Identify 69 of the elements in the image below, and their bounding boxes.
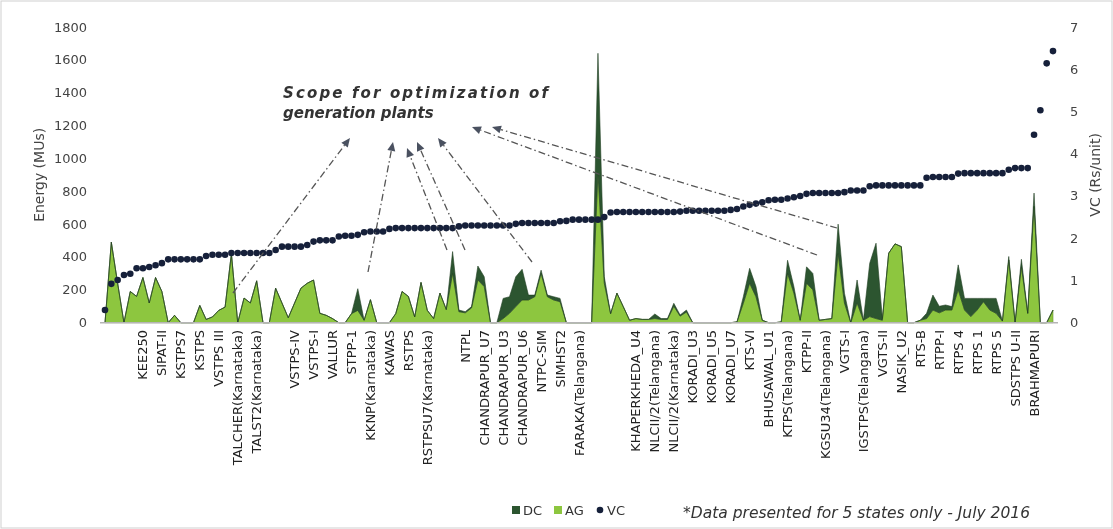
x-tick-label: KKNP(Karnataka) (362, 330, 378, 441)
y-tick-label: 400 (62, 249, 87, 265)
x-tick-label: KAWAS (381, 330, 397, 376)
x-tick-label: RTPS 5 (988, 330, 1004, 375)
y2-tick-label: 2 (1070, 230, 1079, 246)
x-tick-label: KTPP-II (799, 330, 815, 374)
x-tick-label: VGTS-II (874, 330, 890, 378)
x-tick-label: FARAKA(Telangana) (571, 330, 587, 456)
x-tick-label: KORADI_U3 (685, 330, 701, 404)
x-tick-label: TALCHER(Karnataka) (230, 330, 246, 467)
x-tick-label: RTPS 4 (950, 330, 966, 375)
x-tick-label: NTPL (457, 329, 473, 363)
x-tick-label: RSTPS (400, 330, 416, 372)
x-tick-label: KORADI_U7 (723, 330, 739, 404)
x-tick-label: RTPP-I (931, 330, 947, 370)
x-tick-label: TALST2(Karnataka) (249, 330, 265, 455)
x-tick-label: VALLUR (325, 330, 341, 380)
x-tick-label: SIPAT-II (154, 330, 170, 377)
x-tick-label: KSTPS7 (173, 330, 189, 380)
x-tick-label: RSTPSU7(Karnataka) (419, 330, 435, 466)
y2-tick-label: 3 (1070, 188, 1079, 204)
x-tick-label: SDSTPS U-II (1007, 330, 1023, 407)
x-tick-label: CHANDRAPUR_U3 (495, 330, 511, 446)
y-tick-label: 600 (62, 216, 87, 232)
legend-label: VC (607, 503, 625, 518)
x-tick-label: KTPS(Telangana) (780, 330, 796, 438)
y2-tick-label: 1 (1070, 272, 1079, 288)
x-tick-label: NLCII/2(Karnataka) (666, 330, 682, 453)
y-tick-label: 800 (62, 183, 87, 199)
x-tick-label: BRAHMAPURI (1026, 330, 1042, 417)
y-axis-title: Energy (MUs) (31, 127, 47, 222)
x-tick-label: KORADI_U5 (704, 330, 720, 404)
x-tick-label: KEE250 (135, 330, 151, 380)
x-tick-label: CHANDRAPUR_U6 (514, 330, 530, 446)
text: *Data presented for 5 states only - July 2016 (683, 504, 1031, 522)
x-tick-label: RTS-B (912, 330, 928, 368)
x-tick-label: VSTPS-IV (287, 329, 303, 389)
y-tick-label: 200 (62, 282, 87, 298)
y-tick-label: 0 (78, 315, 87, 331)
y2-tick-label: 5 (1070, 103, 1079, 119)
x-tick-label: STPP-1 (343, 330, 359, 375)
annotation: Scope for optimization of generation plants (283, 84, 551, 122)
legend-label: AG (565, 503, 584, 518)
y-tick-label: 1400 (53, 85, 87, 101)
y2-axis-title: VC (Rs/unit) (1087, 133, 1103, 217)
x-tick-label: VGTS-I (836, 330, 852, 374)
x-tick-label: RTPS 1 (969, 330, 985, 375)
x-tick-label: BHUSAWAL_U1 (761, 330, 777, 428)
x-tick-label: NASIK_U2 (893, 330, 909, 394)
y2-tick-label: 4 (1070, 146, 1079, 162)
y2-tick-label: 7 (1070, 19, 1079, 35)
x-tick-label: VSTPS III (211, 330, 227, 387)
y2-tick-label: 0 (1070, 315, 1079, 331)
x-tick-label: KHAPERKHEDA_U4 (628, 330, 644, 452)
y-tick-label: 1200 (53, 118, 87, 134)
x-tick-label: KSTPS (192, 330, 208, 371)
x-tick-label: KGSU34(Telangana) (817, 330, 833, 460)
x-tick-label: NTPC-SIM (533, 330, 549, 393)
y-tick-label: 1000 (53, 150, 87, 166)
x-tick-label: CHANDRAPUR_U7 (476, 330, 492, 446)
y-tick-label: 1600 (53, 52, 87, 68)
x-tick-label: SIMHST2 (552, 330, 568, 388)
legend-label: DC (523, 503, 543, 518)
x-tick-label: NLCII/2(Telangana) (647, 330, 663, 453)
y2-tick-label: 6 (1070, 61, 1079, 77)
x-tick-label: KTS-VI (742, 330, 758, 371)
x-tick-label: IGSTPS(Telangana) (855, 330, 871, 453)
x-tick-label: VSTPS-I (306, 330, 322, 380)
y-tick-label: 1800 (53, 19, 87, 35)
